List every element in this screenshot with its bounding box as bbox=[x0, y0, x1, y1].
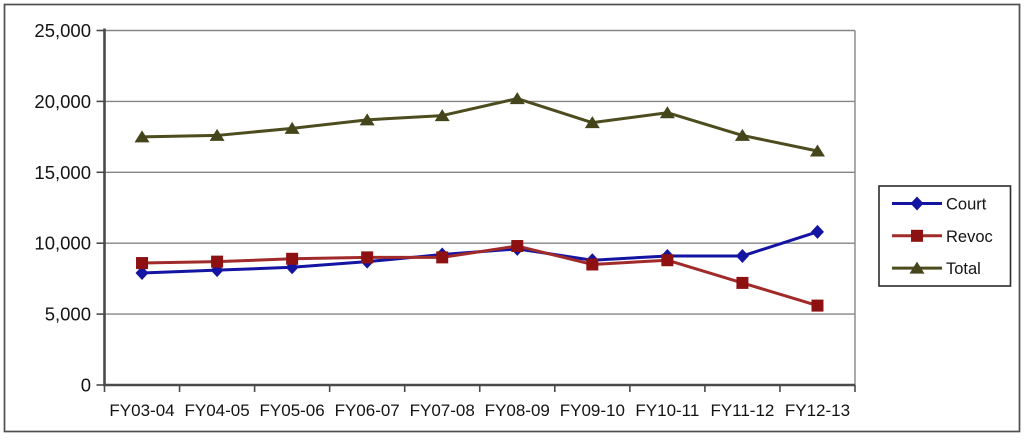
legend-label-court: Court bbox=[946, 196, 987, 214]
marker-total-FY11-12 bbox=[734, 128, 750, 141]
series-line-total bbox=[141, 97, 818, 153]
legend: Court Revoc Total bbox=[878, 185, 1012, 287]
marker-revoc-FY10-11 bbox=[661, 254, 674, 267]
series-total bbox=[134, 92, 825, 157]
marker-court-FY03-04 bbox=[135, 265, 149, 280]
legend-entry-total: Total bbox=[892, 260, 981, 278]
marker-court-FY12-13 bbox=[810, 224, 824, 239]
legend-entry-revoc: Revoc bbox=[892, 228, 993, 246]
marker-total-FY08-09 bbox=[509, 92, 525, 105]
y-tick-label: 10,000 bbox=[34, 233, 91, 254]
chart-outer-border bbox=[3, 3, 1021, 433]
x-tick-label: FY10-11 bbox=[635, 401, 699, 420]
marker-revoc-FY04-05 bbox=[211, 255, 224, 268]
y-tick-label: 25,000 bbox=[34, 20, 91, 41]
legend-label-total: Total bbox=[946, 260, 981, 278]
marker-total-FY09-10 bbox=[584, 116, 600, 129]
x-tick-label: FY08-09 bbox=[485, 401, 550, 420]
marker-total-FY10-11 bbox=[659, 106, 675, 119]
y-tick-label: 20,000 bbox=[34, 91, 91, 112]
x-tick-label: FY04-05 bbox=[184, 401, 249, 420]
x-tick-label: FY06-07 bbox=[335, 401, 400, 420]
marker-court-FY11-12 bbox=[735, 248, 749, 263]
y-tick-label: 15,000 bbox=[34, 162, 91, 183]
series-line-revoc bbox=[141, 244, 818, 308]
marker-revoc-FY11-12 bbox=[736, 276, 749, 289]
marker-total-FY06-07 bbox=[359, 113, 375, 126]
x-tick-label: FY09-10 bbox=[560, 401, 625, 420]
marker-total-FY12-13 bbox=[809, 144, 825, 157]
legend-label-revoc: Revoc bbox=[946, 228, 993, 246]
marker-total-FY03-04 bbox=[134, 130, 150, 143]
y-tick-label: 0 bbox=[81, 375, 91, 396]
legend-marker-total-icon bbox=[909, 261, 925, 274]
marker-revoc-FY05-06 bbox=[286, 252, 299, 265]
marker-total-FY05-06 bbox=[284, 121, 300, 134]
x-tick-label: FY11-12 bbox=[710, 401, 774, 420]
marker-revoc-FY03-04 bbox=[136, 257, 149, 270]
x-tick-label: FY05-06 bbox=[260, 401, 325, 420]
marker-revoc-FY07-08 bbox=[436, 251, 449, 264]
marker-revoc-FY12-13 bbox=[811, 299, 824, 312]
x-tick-label: FY12-13 bbox=[785, 401, 850, 420]
marker-total-FY07-08 bbox=[434, 109, 450, 122]
legend-marker-revoc-icon bbox=[911, 229, 923, 242]
marker-revoc-FY08-09 bbox=[511, 240, 524, 253]
marker-revoc-FY09-10 bbox=[586, 258, 599, 271]
x-tick-label: FY03-04 bbox=[109, 401, 174, 420]
marker-revoc-FY06-07 bbox=[361, 251, 374, 264]
legend-marker-court-icon bbox=[910, 196, 924, 211]
x-tick-label: FY07-08 bbox=[410, 401, 475, 420]
y-tick-label: 5,000 bbox=[45, 304, 91, 325]
legend-entry-court: Court bbox=[892, 196, 987, 214]
series-revoc bbox=[136, 240, 824, 312]
marker-total-FY04-05 bbox=[209, 128, 225, 141]
